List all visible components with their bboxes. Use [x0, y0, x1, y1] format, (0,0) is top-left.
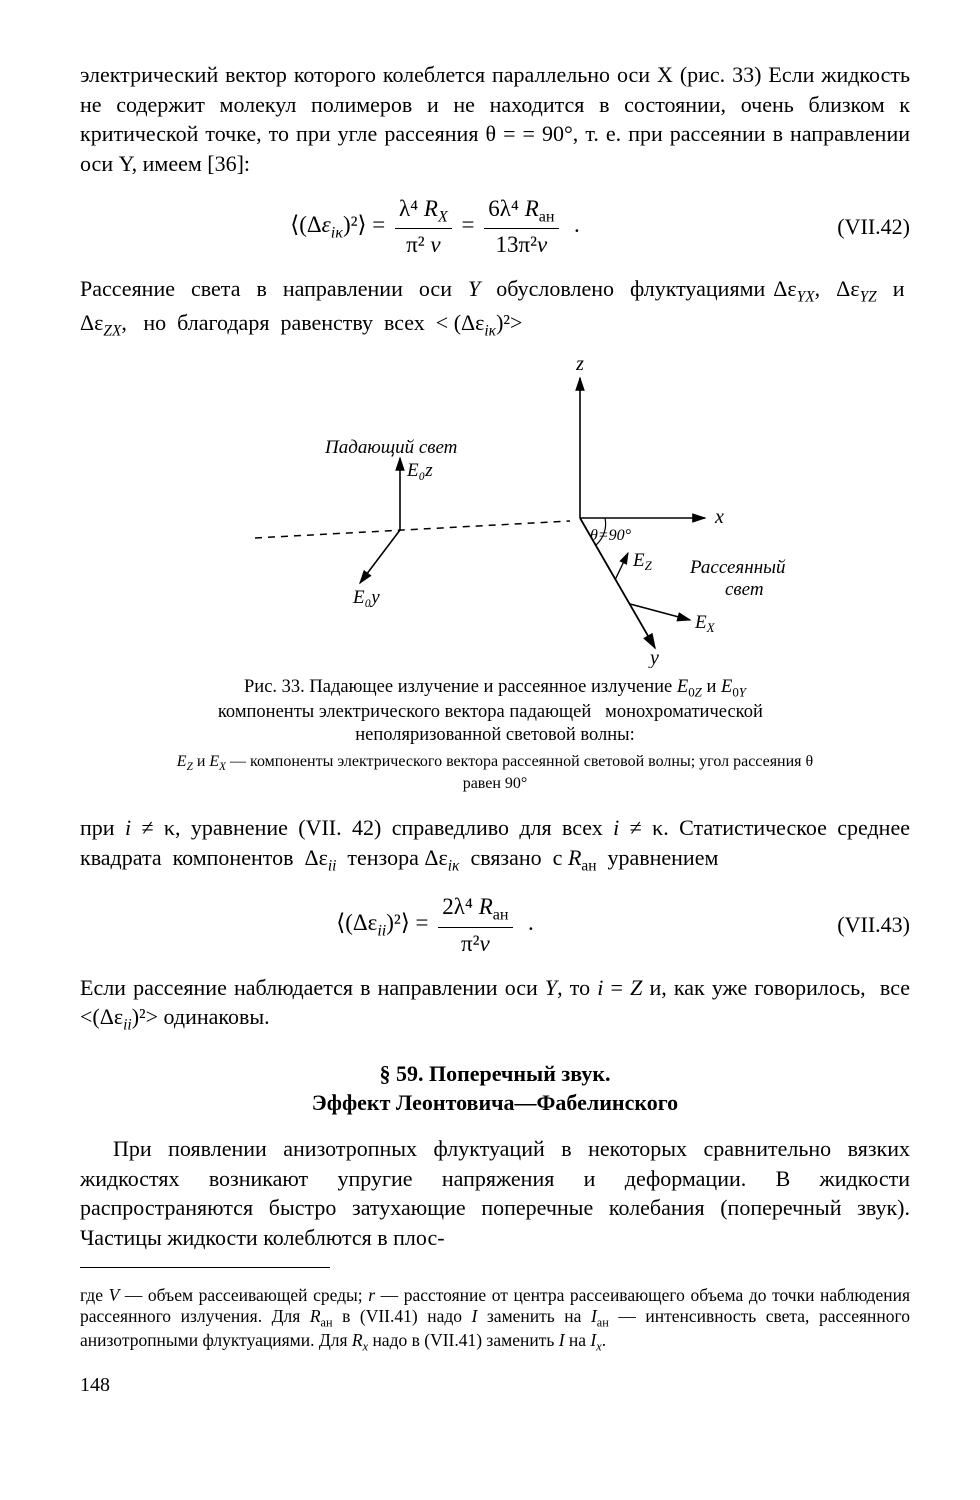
equation-vii-42: ⟨(Δεiκ)²⟩ = λ⁴ RXπ² v = 6λ⁴ Rан13π²v . (…	[80, 193, 910, 260]
paragraph-5: При появлении анизотропных флуктуаций в …	[80, 1134, 910, 1253]
equation-body: ⟨(Δεiκ)²⟩ = λ⁴ RXπ² v = 6λ⁴ Rан13π²v .	[80, 193, 790, 260]
section-line-1: § 59. Поперечный звук.	[80, 1059, 910, 1089]
label-x: x	[714, 506, 724, 528]
label-ez: EZ	[632, 550, 653, 573]
label-scattered-2: свет	[725, 579, 764, 600]
label-ex: EX	[694, 612, 716, 635]
section-line-2: Эффект Леонтовича—Фабелинского	[80, 1088, 910, 1118]
paragraph-4: Если рассеяние наблюдается в направлении…	[80, 973, 910, 1037]
label-e0y: E₀y	[352, 587, 380, 608]
label-theta: θ=90°	[590, 527, 632, 544]
equation-number-43: (VII.43)	[790, 910, 910, 940]
paragraph-1: электрический вектор которого колеблется…	[80, 60, 910, 179]
label-e0z: E₀z	[406, 460, 433, 481]
footnote-divider	[80, 1267, 330, 1268]
equation-number: (VII.42)	[790, 212, 910, 242]
footnote-text: где V — объем рассеивающей среды; r — ра…	[80, 1285, 910, 1354]
paragraph-3: при i ≠ κ, уравнение (VII. 42) справедли…	[80, 813, 910, 877]
page-number: 148	[80, 1372, 910, 1399]
figure-caption-main: Рис. 33. Падающее излучение и рассеянное…	[195, 676, 795, 747]
label-y: y	[648, 647, 659, 668]
label-z: z	[575, 353, 584, 375]
figure-caption-sub: EZ и EX — компоненты электрического вект…	[175, 752, 815, 794]
figure-33-diagram: z x y θ=90° Падающий свет E₀z E₀y EZ EX …	[185, 348, 805, 668]
label-incident: Падающий свет	[324, 437, 457, 458]
equation-body-43: ⟨(Δεii)²⟩ = 2λ⁴ Rанπ²v .	[80, 891, 790, 958]
label-scattered-1: Рассеянный	[689, 557, 786, 578]
paragraph-2: Рассеяние света в направлении оси Y обус…	[80, 274, 910, 342]
section-heading: § 59. Поперечный звук. Эффект Леонтовича…	[80, 1059, 910, 1118]
equation-vii-43: ⟨(Δεii)²⟩ = 2λ⁴ Rанπ²v . (VII.43)	[80, 891, 910, 958]
